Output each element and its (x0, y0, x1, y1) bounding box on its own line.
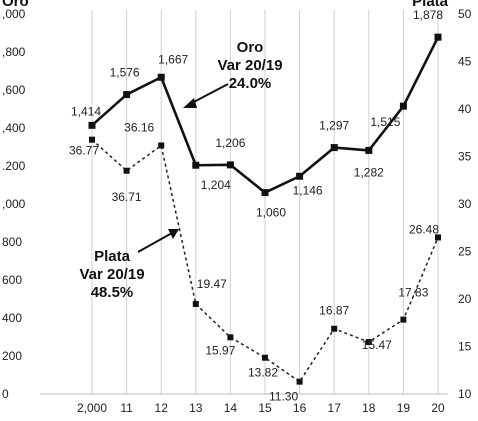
x-tick-label: 18 (362, 401, 376, 415)
right-tick-label: 35 (458, 150, 472, 164)
annotation-plata-line2: Var 20/19 (79, 266, 144, 283)
right-tick-label: 40 (458, 102, 472, 116)
left-tick-label: 800 (2, 235, 22, 249)
oro-point (330, 144, 338, 152)
plata-point (331, 325, 338, 332)
x-tick-label: 14 (224, 401, 238, 415)
oro-data-label: 1,515 (370, 115, 400, 129)
oro-data-label: 1,060 (256, 206, 286, 220)
data-labels: 1,414 1,576 1,667 1,204 1,206 1,060 1,146 1,297… (69, 8, 443, 403)
oro-data-label: 1,414 (71, 104, 101, 118)
plata-point (158, 142, 165, 149)
left-tick-label: ,000 (2, 197, 26, 211)
plata-data-label: 36.71 (112, 190, 142, 204)
annotation-plata-line1: Plata (94, 248, 131, 265)
left-tick-label: 600 (2, 273, 22, 287)
series-plata (89, 136, 441, 385)
right-tick-label: 15 (458, 340, 472, 354)
plata-data-label: 17.83 (398, 286, 428, 300)
plata-data-label: 26.48 (409, 222, 439, 236)
oro-data-label: 1,878 (413, 8, 443, 22)
plata-point (123, 167, 130, 174)
plata-point (192, 301, 199, 308)
oro-point (296, 172, 304, 180)
x-tick-label: 20 (431, 401, 445, 415)
left-tick-label: 200 (2, 349, 22, 363)
right-tick-label: 45 (458, 55, 472, 69)
series-oro (88, 33, 442, 197)
right-axis-title: Plata (412, 0, 449, 10)
x-axis: 2,000 11 12 13 14 15 16 17 18 19 20 (77, 401, 445, 415)
annotation-oro: Oro Var 20/19 24.0% (183, 39, 283, 108)
left-tick-label: ,000 (2, 7, 26, 21)
plata-data-label: 36.16 (124, 120, 154, 134)
x-tick-label: 13 (189, 401, 203, 415)
plata-data-label: 11.30 (269, 390, 298, 404)
right-tick-label: 30 (458, 197, 472, 211)
left-axis: 0 200 400 600 800 ,000 .200 ,400 ,600 ,800 ,000 (2, 7, 26, 401)
x-tick-label: 12 (155, 401, 169, 415)
oro-point (123, 91, 131, 99)
oro-point (157, 73, 165, 81)
right-tick-label: 10 (458, 387, 472, 401)
left-axis-title: Oro (2, 0, 29, 10)
annotation-plata-arrow (137, 232, 173, 253)
oro-point (192, 161, 200, 169)
annotation-oro-line1: Oro (237, 39, 264, 56)
oro-data-label: 1,282 (354, 165, 384, 179)
annotation-oro-line3: 24.0% (229, 75, 272, 92)
annotation-oro-arrowhead (183, 98, 197, 108)
left-tick-label: 400 (2, 311, 22, 325)
oro-point (226, 161, 234, 169)
plata-data-label: 36.77 (69, 144, 99, 158)
x-tick-label: 19 (397, 401, 411, 415)
plata-point (400, 316, 407, 323)
x-tick-label: 11 (120, 401, 133, 415)
x-tick-label: 17 (328, 401, 342, 415)
oro-data-label: 1,297 (319, 119, 349, 133)
oro-point (261, 189, 269, 197)
oro-data-label: 1,206 (215, 136, 245, 150)
plata-data-label: 15.97 (205, 343, 235, 357)
plata-point (435, 234, 441, 241)
oro-data-label: 1,667 (158, 52, 188, 66)
annotation-plata-arrowhead (168, 229, 179, 239)
left-tick-label: .200 (2, 159, 26, 173)
oro-data-label: 1,146 (293, 183, 323, 197)
x-tick-label: 15 (258, 401, 272, 415)
x-tick-label: 2,000 (77, 401, 107, 415)
left-tick-label: ,400 (2, 121, 26, 135)
oro-point (399, 102, 407, 110)
plata-point (296, 378, 303, 385)
oro-point (434, 33, 442, 41)
plata-data-label: 19.47 (197, 277, 227, 291)
annotation-oro-line2: Var 20/19 (217, 57, 282, 74)
oro-point (365, 146, 373, 154)
right-tick-label: 25 (458, 245, 472, 259)
oro-data-label: 1,576 (110, 66, 140, 80)
right-tick-label: 50 (458, 7, 472, 21)
plata-data-label: 15.47 (362, 338, 392, 352)
plata-point (89, 136, 95, 143)
oro-point (88, 121, 96, 129)
x-tick-label: 16 (293, 401, 307, 415)
annotation-plata-line3: 48.5% (91, 284, 134, 301)
right-tick-label: 20 (458, 292, 472, 306)
annotation-plata: Plata Var 20/19 48.5% (79, 229, 179, 301)
plata-point (365, 339, 372, 346)
left-tick-label: ,800 (2, 45, 26, 59)
annotation-oro-arrow (189, 83, 229, 105)
plata-point (227, 334, 234, 341)
oro-data-label: 1,204 (201, 178, 231, 192)
left-tick-label: 0 (2, 387, 9, 401)
plata-data-label: 16.87 (319, 304, 349, 318)
plata-point (262, 354, 268, 361)
left-tick-label: ,600 (2, 83, 26, 97)
plata-data-label: 13.82 (248, 366, 278, 380)
right-axis: 10 15 20 25 30 35 40 45 50 (458, 7, 472, 401)
